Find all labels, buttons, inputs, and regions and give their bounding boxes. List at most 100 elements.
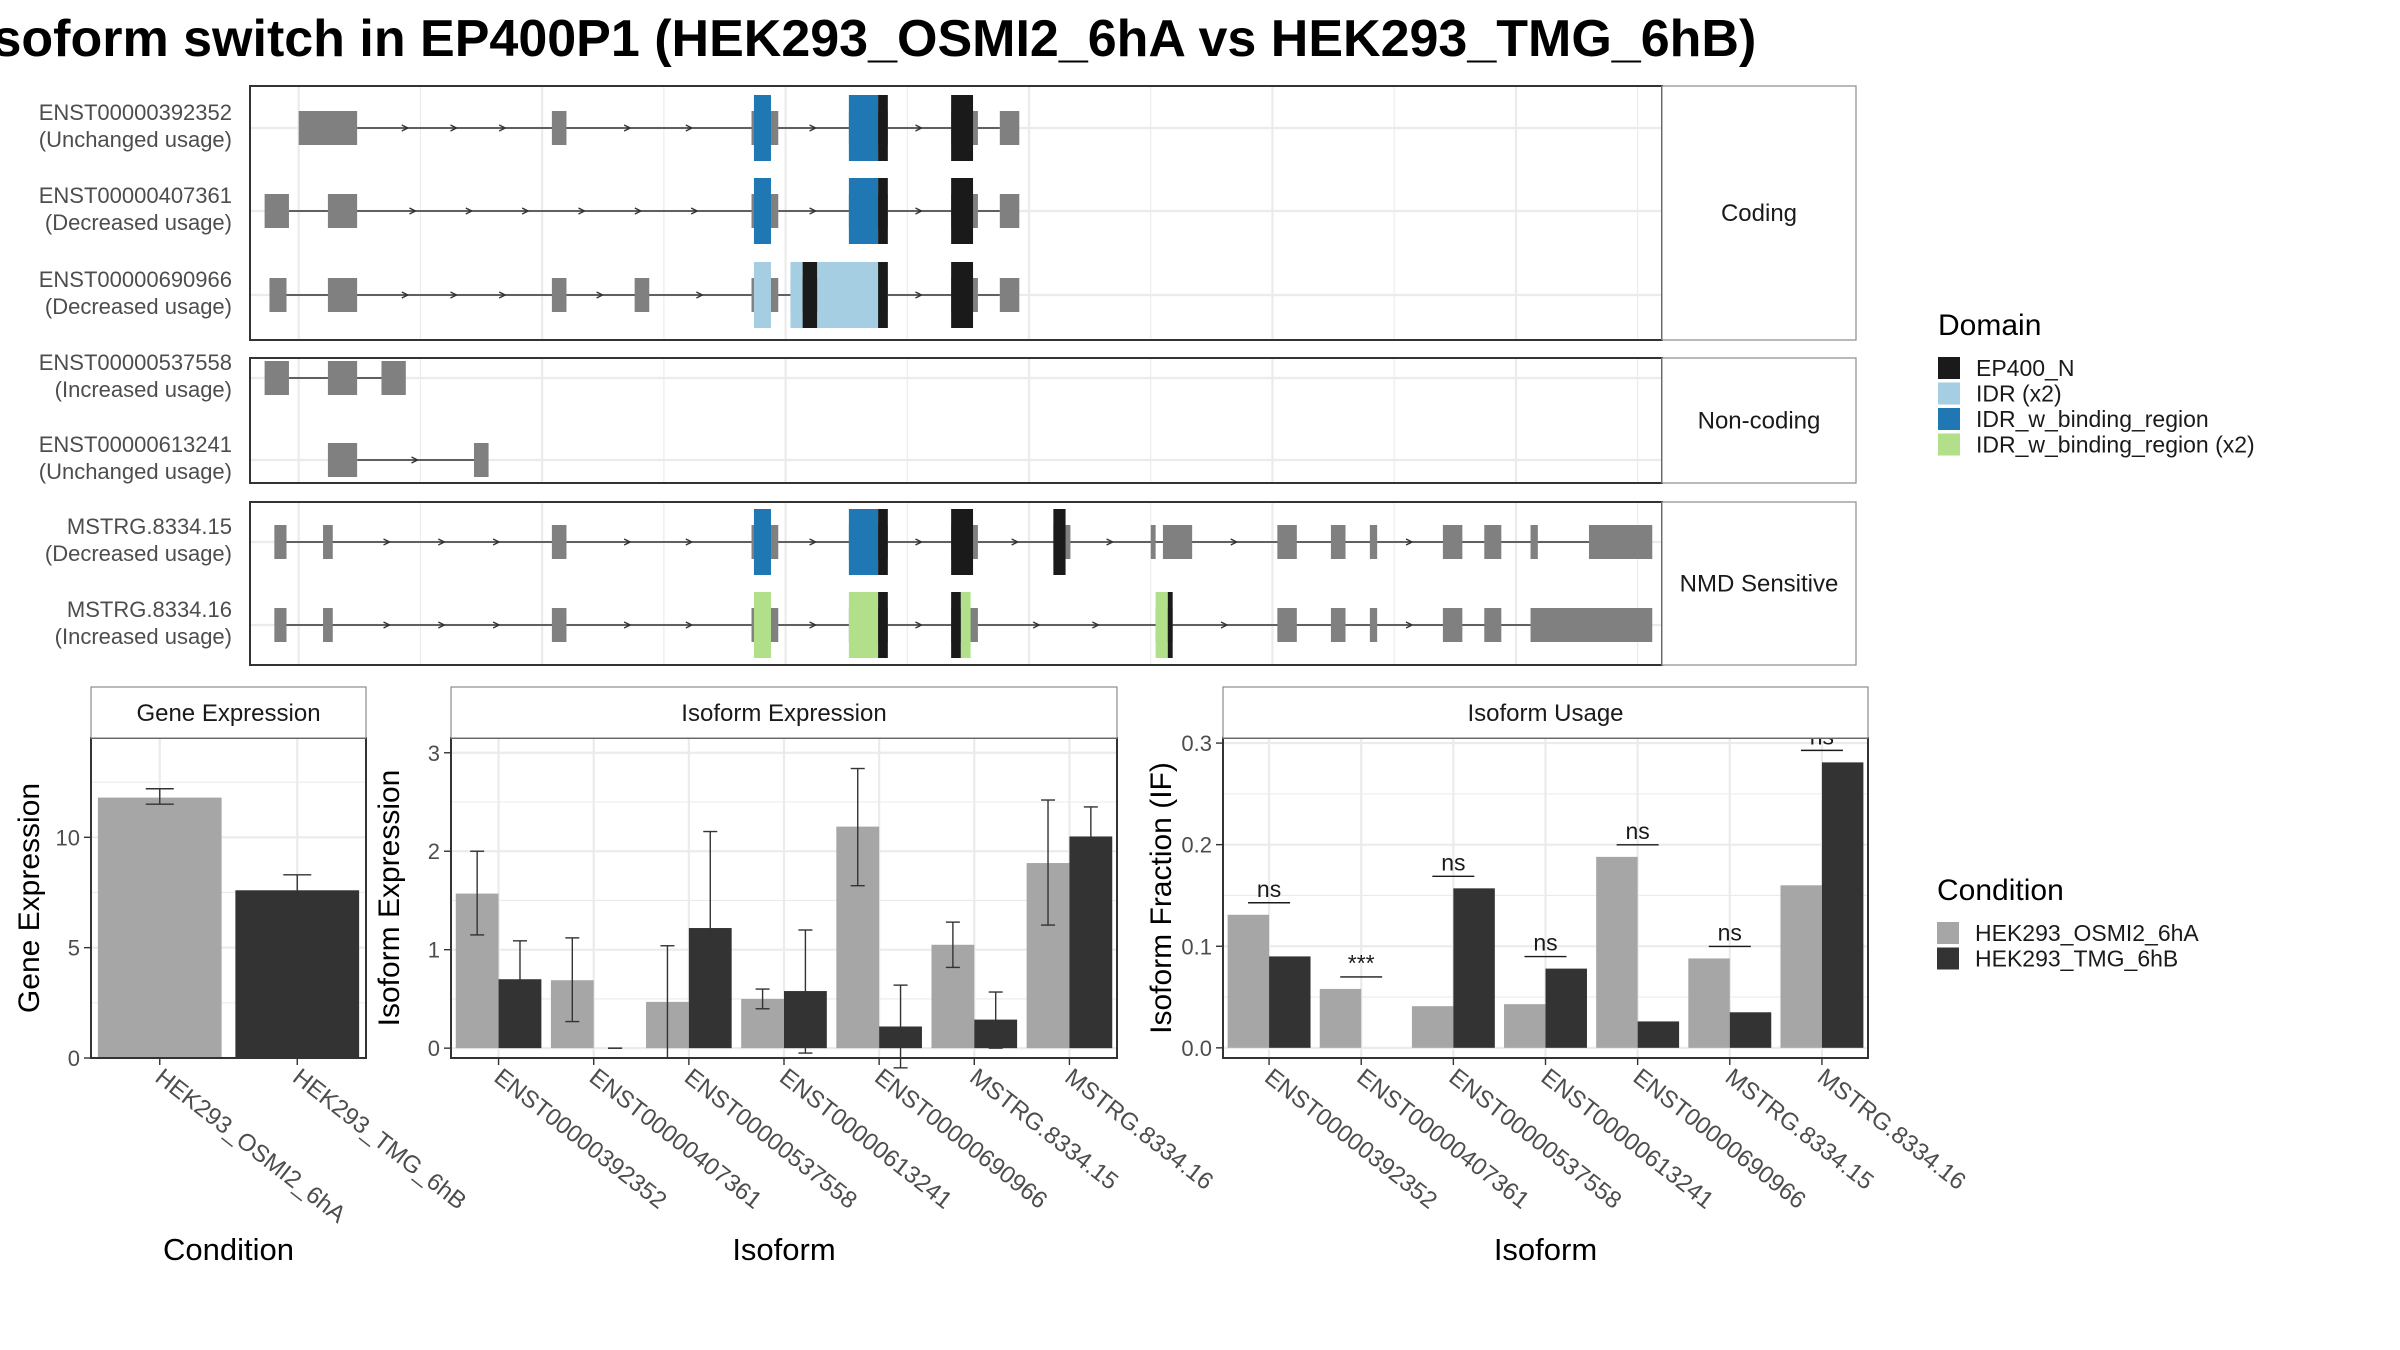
intron-direction-arrow <box>1011 538 1020 546</box>
exon-block <box>323 525 333 559</box>
intron-direction-arrow <box>634 207 643 215</box>
significance-label: ns <box>1718 919 1742 945</box>
exon-block <box>551 608 567 642</box>
panel-title: Isoform Usage <box>1467 700 1623 727</box>
legend-key <box>1937 922 1959 944</box>
legend-title: Condition <box>1937 874 2064 907</box>
intron-direction-arrow <box>1106 538 1115 546</box>
intron-direction-arrow <box>596 291 605 299</box>
y-tick-label: 0 <box>68 1046 80 1071</box>
facet-strip-label: Non-coding <box>1698 408 1821 435</box>
exon-block <box>551 278 567 312</box>
exon-block <box>1277 608 1297 642</box>
intron-direction-arrow <box>409 207 418 215</box>
facet-strip <box>450 686 1118 739</box>
facet-strip <box>1661 85 1857 341</box>
x-tick-label: ENST00000407361 <box>584 1063 767 1214</box>
exon-block <box>327 194 358 228</box>
bar-hek293_osmi2_6ha-enst00000392352 <box>1227 914 1270 1048</box>
facet-strip <box>1661 357 1857 484</box>
exon-block <box>327 278 358 312</box>
legend-label: IDR_w_binding_region <box>1976 406 2209 432</box>
exon-block <box>1484 525 1502 559</box>
bar-hek293_tmg_6hb <box>235 890 360 1058</box>
title-layer: Isoform switch in EP400P1 (HEK293_OSMI2_… <box>0 10 1756 68</box>
exon-block <box>999 278 1020 312</box>
x-tick-label: ENST00000392352 <box>1259 1063 1442 1214</box>
bar-hek293_tmg_6hb-enst00000392352 <box>1269 956 1311 1048</box>
intron-direction-arrow <box>401 124 410 132</box>
y-tick-label: 10 <box>56 825 80 850</box>
domain-ep400-n <box>1167 592 1173 658</box>
intron-direction-arrow <box>1220 621 1229 629</box>
intron-direction-arrow <box>809 621 818 629</box>
exon-block <box>327 361 358 395</box>
intron-direction-arrow <box>623 621 632 629</box>
y-tick-label: 1 <box>428 938 440 963</box>
transcript-status-label: (Decreased usage) <box>45 541 232 566</box>
chart-isoform-expression: Isoform Expression0123ENST00000392352ENS… <box>373 686 1218 1267</box>
legend-key <box>1938 382 1960 405</box>
panel-title: Gene Expression <box>136 700 320 727</box>
intron-direction-arrow <box>623 124 632 132</box>
exon-block <box>1369 608 1378 642</box>
transcript-name-label: ENST00000407361 <box>39 183 232 208</box>
transcript-ENST00000690966 <box>269 262 1020 328</box>
exon-block <box>274 525 287 559</box>
transcript-status-label: (Unchanged usage) <box>39 459 232 484</box>
intron-direction-arrow <box>401 291 410 299</box>
bar-hek293_tmg_6hb-mstrg.8334.15 <box>1729 1012 1772 1048</box>
legend-label: EP400_N <box>1976 355 2074 381</box>
transcript-ENST00000537558 <box>264 361 406 395</box>
exon-block <box>298 111 358 145</box>
bar-hek293_osmi2_6ha-enst00000537558 <box>1411 1006 1454 1048</box>
intron-direction-arrow <box>1405 621 1414 629</box>
x-tick-label: ENST00000407361 <box>1352 1063 1535 1214</box>
legend-key <box>1938 357 1960 379</box>
transcript-name-label: ENST00000392352 <box>39 100 232 125</box>
intron-direction-arrow <box>915 291 924 299</box>
domain-idr-w-binding-region <box>753 178 771 244</box>
intron-direction-arrow <box>809 538 818 546</box>
domain-idr-w-binding-region-x2 <box>753 592 771 658</box>
transcript-MSTRG.8334.15 <box>274 509 1653 575</box>
x-tick-label: ENST00000690966 <box>869 1063 1052 1214</box>
domain-idr-w-binding-region <box>753 509 771 575</box>
domain-ep400-n <box>951 509 974 575</box>
structure-panel-coding: Coding <box>249 85 1857 341</box>
exon-block <box>381 361 406 395</box>
domain-idr-w-binding-region-x2 <box>1155 592 1168 658</box>
domain-ep400-n <box>802 262 818 328</box>
legend-key <box>1937 947 1959 970</box>
domain-ep400-n <box>878 95 888 161</box>
intron-direction-arrow <box>383 621 392 629</box>
structure-panel-non-coding: Non-coding <box>249 357 1857 484</box>
panel-background <box>250 358 1662 483</box>
domain-ep400-n <box>878 262 888 328</box>
intron-direction-arrow <box>696 291 704 299</box>
intron-direction-arrow <box>411 456 420 464</box>
exon-block <box>323 608 333 642</box>
intron-direction-arrow <box>915 538 924 546</box>
bar-hek293_osmi2_6ha-mstrg.8334.16 <box>1780 885 1822 1048</box>
significance-label: ns <box>1533 930 1557 956</box>
transcript-name-label: ENST00000537558 <box>39 350 232 375</box>
transcript-structure-plot: Coding ENST00000392352 (Unchanged usage) EN… <box>39 85 1857 666</box>
expression-charts: Gene Expression0510HEK293_OSMI2_6hAHEK29… <box>13 686 1971 1267</box>
facet-strip-label: NMD Sensitive <box>1680 571 1839 598</box>
intron-direction-arrow <box>1405 538 1414 546</box>
exon-block <box>473 443 489 477</box>
x-tick-label: ENST00000613241 <box>1536 1063 1719 1214</box>
y-tick-label: 0.3 <box>1181 731 1212 756</box>
domain-ep400-n <box>951 95 974 161</box>
bar-hek293_tmg_6hb-enst00000690966 <box>1637 1021 1680 1048</box>
figure-title: Isoform switch in EP400P1 (HEK293_OSMI2_… <box>0 10 1756 68</box>
domain-idr-w-binding-region <box>848 509 879 575</box>
exon-block <box>551 525 567 559</box>
bar-hek293_osmi2_6ha-enst00000613241 <box>1504 1004 1546 1048</box>
chart-isoform-usage: ns***nsnsnsnsnsIsoform Usage0.00.10.20.3… <box>1145 686 1971 1267</box>
transcript-status-label: (Decreased usage) <box>45 294 232 319</box>
intron-direction-arrow <box>438 538 446 546</box>
